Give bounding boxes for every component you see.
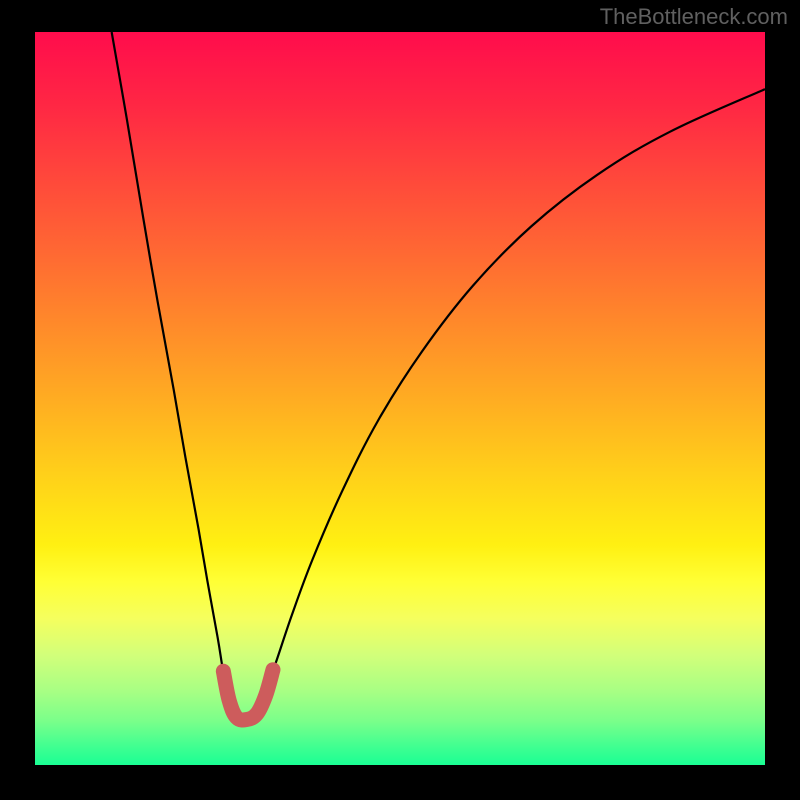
chart-container: TheBottleneck.com	[0, 0, 800, 800]
bottleneck-chart	[0, 0, 800, 800]
gradient-background	[35, 32, 765, 765]
watermark-text: TheBottleneck.com	[600, 4, 788, 30]
